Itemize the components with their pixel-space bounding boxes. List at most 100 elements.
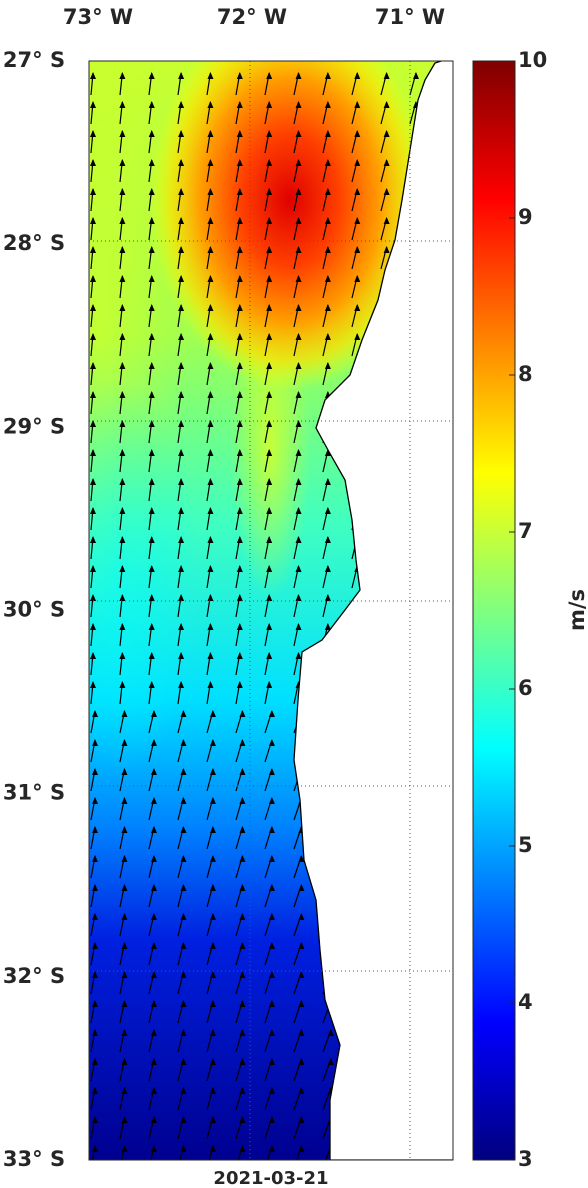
wind-arrow-head (92, 1029, 99, 1036)
wind-arrow-head (148, 420, 155, 427)
wind-arrow-head (207, 536, 214, 543)
wind-arrow-head (148, 507, 155, 514)
wind-arrow-head (119, 246, 126, 253)
wind-arrow-head (324, 449, 331, 456)
wind-arrow-head (121, 826, 128, 833)
wind-arrow-head (180, 739, 187, 746)
wind-arrow-head (178, 536, 185, 543)
wind-arrow-head (150, 1000, 157, 1007)
wind-arrow-head (354, 188, 361, 195)
wind-arrow-head (150, 855, 157, 862)
wind-arrow-head (383, 72, 390, 79)
wind-arrow-head (148, 391, 155, 398)
wind-arrow-head (119, 130, 126, 137)
wind-arrow-head (266, 449, 273, 456)
wind-arrow-head (266, 536, 273, 543)
wind-arrow-head (324, 536, 331, 543)
wind-arrow-head (119, 217, 126, 224)
wind-arrow-head (268, 1058, 275, 1065)
wind-arrow-head (324, 188, 331, 195)
wind-arrow-head (209, 1116, 216, 1123)
wind-arrow-head (295, 130, 302, 137)
wind-arrow-head (236, 130, 243, 137)
wind-arrow-head (90, 188, 97, 195)
colorbar-tick-label: 6 (518, 676, 533, 700)
wind-arrow-head (266, 507, 273, 514)
wind-arrow-head (119, 391, 126, 398)
wind-arrow-head (295, 333, 302, 340)
wind-arrow-head (295, 594, 302, 601)
wind-arrow-head (148, 304, 155, 311)
wind-arrow-head (239, 942, 246, 949)
wind-arrow-head (150, 797, 157, 804)
wind-arrow-head (119, 478, 126, 485)
wind-arrow-head (266, 565, 273, 572)
wind-arrow-head (236, 478, 243, 485)
wind-arrow-head (209, 739, 216, 746)
wind-arrow-head (298, 1116, 305, 1123)
wind-arrow-head (324, 594, 331, 601)
graticule (89, 61, 453, 1160)
wind-arrow-head (268, 1000, 275, 1007)
wind-arrow-head (383, 246, 390, 253)
wind-arrow-head (92, 768, 99, 775)
wind-arrow-head (266, 478, 273, 485)
wind-arrow-head (90, 420, 97, 427)
wind-arrow-head (295, 420, 302, 427)
wind-arrow-head (324, 130, 331, 137)
wind-arrow-head (207, 362, 214, 369)
wind-arrow-head (121, 1116, 128, 1123)
wind-arrow-head (239, 768, 246, 775)
wind-arrow-head (236, 275, 243, 282)
wind-arrow-head (266, 362, 273, 369)
wind-arrow-head (178, 623, 185, 630)
wind-arrow-head (119, 652, 126, 659)
wind-arrow-head (266, 101, 273, 108)
wind-arrow-head (90, 536, 97, 543)
wind-arrow-head (266, 652, 273, 659)
wind-arrow-head (150, 826, 157, 833)
wind-arrow-head (180, 1000, 187, 1007)
wind-arrow-head (324, 304, 331, 311)
lat-label: 32° S (3, 964, 65, 988)
wind-arrow-head (148, 623, 155, 630)
wind-arrow-head (90, 304, 97, 311)
wind-arrow-head (90, 507, 97, 514)
wind-arrow-head (239, 797, 246, 804)
wind-arrow-head (324, 623, 331, 630)
wind-arrow-head (119, 594, 126, 601)
wind-arrow-head (90, 101, 97, 108)
wind-arrow-head (121, 884, 128, 891)
wind-arrow-head (295, 304, 302, 311)
wind-arrow-head (383, 159, 390, 166)
wind-arrow-head (150, 971, 157, 978)
colorbar-tick-label: 8 (518, 362, 533, 386)
wind-arrow-head (119, 420, 126, 427)
wind-arrow-head (207, 507, 214, 514)
wind-arrow-head (239, 884, 246, 891)
wind-arrow-head (180, 855, 187, 862)
wind-arrow-head (92, 1087, 99, 1094)
wind-arrow-head (354, 333, 361, 340)
wind-arrow-head (119, 536, 126, 543)
wind-arrow-head (239, 826, 246, 833)
wind-arrow-head (236, 333, 243, 340)
wind-arrow-head (178, 188, 185, 195)
wind-arrow-head (413, 72, 419, 79)
wind-arrow-head (236, 246, 243, 253)
wind-arrow-head (295, 275, 302, 282)
wind-arrow-head (268, 797, 275, 804)
wind-arrow-head (207, 681, 214, 688)
wind-arrow-head (239, 710, 246, 717)
wind-arrow-head (148, 681, 155, 688)
wind-field (89, 61, 453, 1160)
lat-label: 28° S (3, 231, 65, 255)
wind-arrow-head (150, 913, 157, 920)
wind-arrow-head (178, 594, 185, 601)
wind-arrow-head (268, 739, 275, 746)
wind-arrow-head (148, 188, 155, 195)
wind-arrow-head (239, 1000, 246, 1007)
wind-arrow-head (178, 565, 185, 572)
wind-arrow-head (236, 159, 243, 166)
wind-arrow-head (207, 623, 214, 630)
